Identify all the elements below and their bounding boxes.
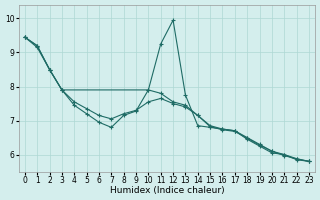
X-axis label: Humidex (Indice chaleur): Humidex (Indice chaleur)	[109, 186, 224, 195]
